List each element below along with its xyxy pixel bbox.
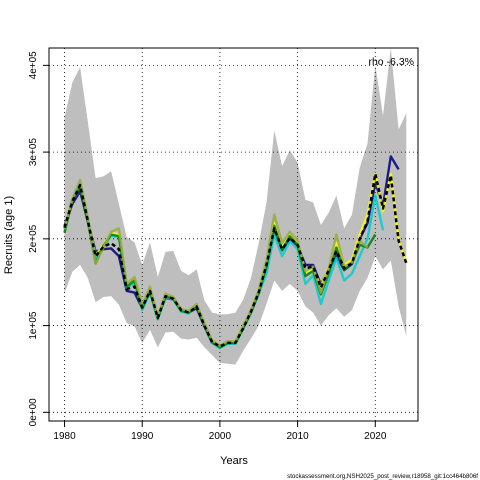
y-tick-label: 0e+00 — [28, 398, 39, 427]
credit-text: stockassessment.org,NSH2025_post_review,… — [287, 473, 478, 480]
y-axis-title: Recruits (age 1) — [3, 196, 15, 274]
y-tick-label: 2e+05 — [28, 224, 39, 253]
y-tick-label: 4e+05 — [28, 51, 39, 80]
x-axis-title: Years — [220, 455, 248, 467]
grid-layer — [49, 48, 418, 421]
rho-annotation: rho -6.3% — [368, 56, 414, 68]
series-line-5 — [63, 172, 408, 348]
y-axis: 0e+00 1e+05 2e+05 3e+05 4e+05 — [28, 51, 49, 427]
x-tick-label: 1980 — [53, 431, 76, 442]
confidence-band-layer — [64, 48, 407, 365]
x-tick-label: 1990 — [131, 431, 154, 442]
series-layer — [63, 155, 408, 350]
confidence-band — [64, 48, 407, 365]
x-tick-label: 2010 — [286, 431, 309, 442]
y-tick-label: 1e+05 — [28, 311, 39, 340]
x-tick-label: 2000 — [209, 431, 232, 442]
y-tick-label: 3e+05 — [28, 138, 39, 167]
x-axis: 1980 1990 2000 2010 2020 — [53, 421, 387, 442]
x-tick-label: 2020 — [364, 431, 387, 442]
plot-frame — [48, 47, 419, 422]
